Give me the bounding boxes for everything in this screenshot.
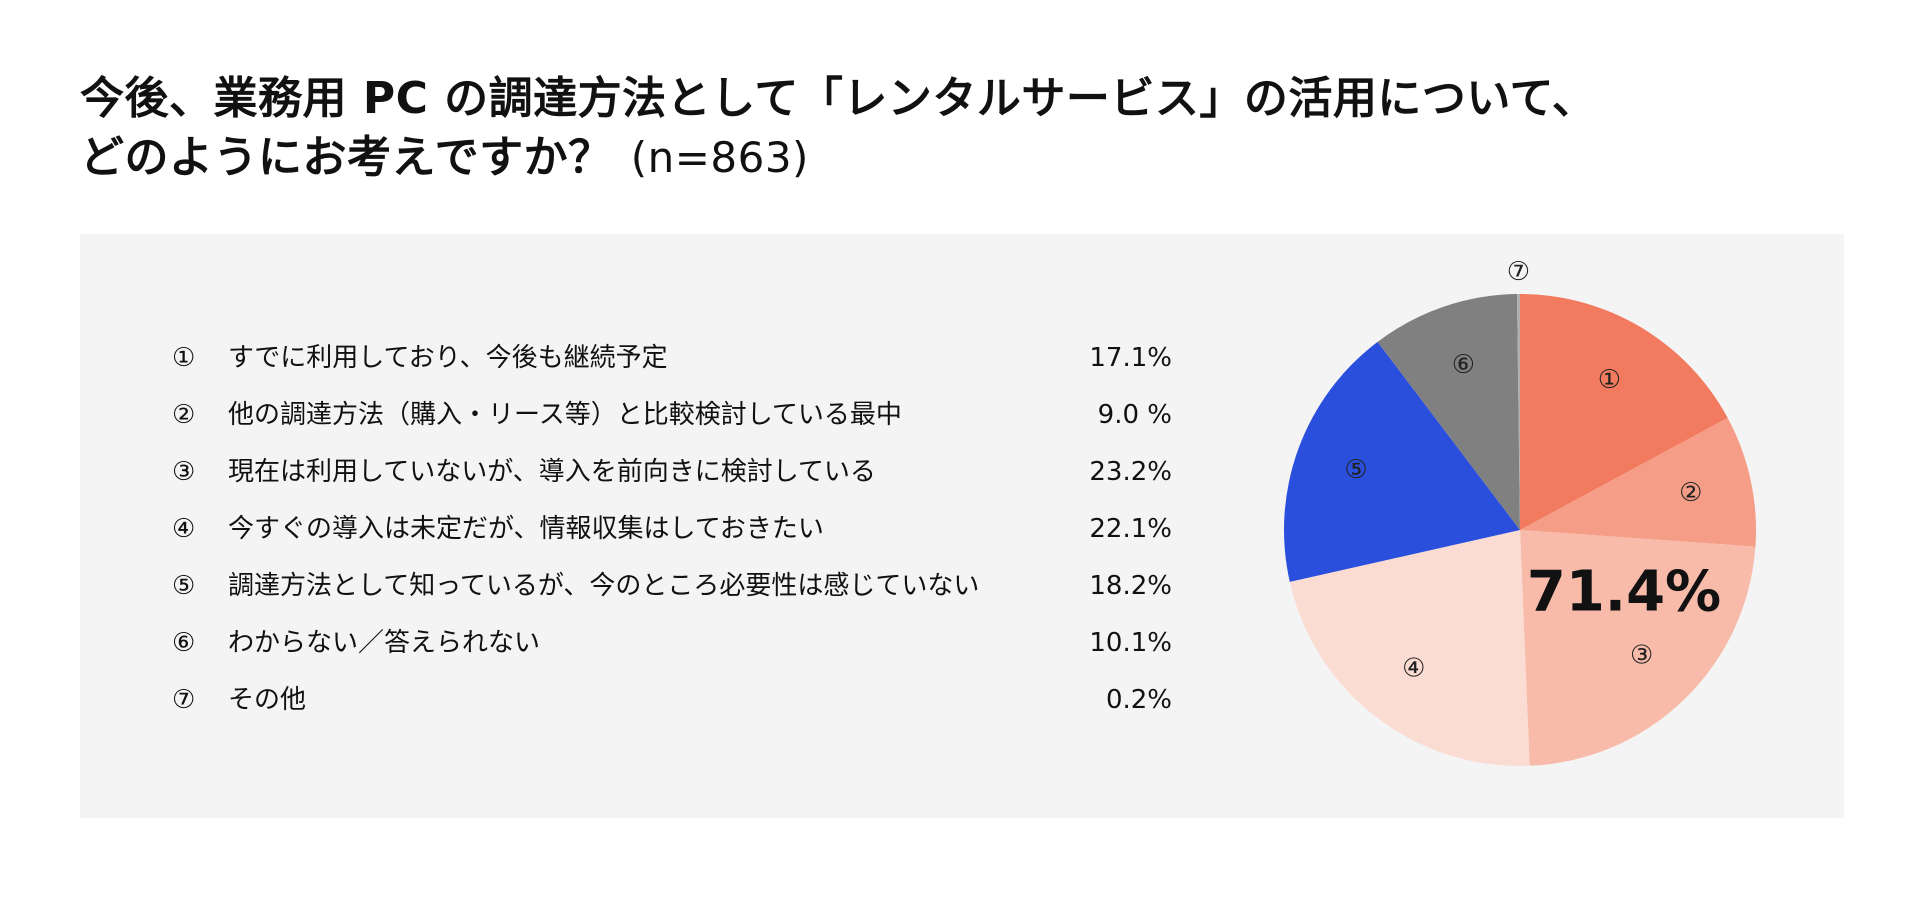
pie-chart: ① ② ③ ④ ⑤ ⑥ ⑦ 71.4%: [1284, 257, 1756, 766]
pie-slice: [1377, 294, 1520, 530]
legend-item: ③ 現在は利用していないが、導入を前向きに検討している 23.2%: [172, 444, 1172, 501]
legend-item: ⑥ わからない／答えられない 10.1%: [172, 615, 1172, 672]
legend-value: 23.2%: [1089, 457, 1172, 487]
legend-number: ①: [172, 343, 196, 373]
legend-label: 現在は利用していないが、導入を前向きに検討している: [228, 457, 876, 487]
legend-number: ④: [172, 514, 196, 544]
slice-number-label: ④: [1402, 654, 1425, 684]
legend-value: 22.1%: [1089, 514, 1172, 544]
legend-item: ① すでに利用しており、今後も継続予定 17.1%: [172, 330, 1172, 387]
pie-slice: [1289, 530, 1530, 766]
title-line-2: どのようにお考えですか？ (n=863): [80, 131, 1780, 184]
legend-number: ⑦: [172, 685, 196, 715]
slice-number-label: ③: [1630, 640, 1653, 670]
legend-item: ② 他の調達方法（購入・リース等）と比較検討している最中 9.0 %: [172, 387, 1172, 444]
legend-number: ②: [172, 400, 196, 430]
legend-value: 10.1%: [1089, 628, 1172, 658]
legend-item: ⑤ 調達方法として知っているが、今のところ必要性は感じていない 18.2%: [172, 558, 1172, 615]
sample-size: (n=863): [630, 132, 809, 182]
chart-title: 今後、業務用 PC の調達方法として「レンタルサービス」の活用について、 どのよ…: [80, 73, 1780, 184]
pie-slice: [1517, 294, 1520, 530]
legend-label: 調達方法として知っているが、今のところ必要性は感じていない: [228, 571, 980, 601]
legend-value: 17.1%: [1089, 343, 1172, 373]
legend-item: ⑦ その他 0.2%: [172, 672, 1172, 729]
pie-slice: [1284, 341, 1520, 582]
legend-label: 今すぐの導入は未定だが、情報収集はしておきたい: [228, 514, 824, 544]
legend-label: 他の調達方法（購入・リース等）と比較検討している最中: [228, 400, 902, 430]
legend-label: わからない／答えられない: [228, 628, 541, 658]
legend-number: ⑥: [172, 628, 196, 658]
highlight-total: 71.4%: [1527, 560, 1721, 625]
legend-value: 9.0 %: [1097, 400, 1172, 430]
title-line-1: 今後、業務用 PC の調達方法として「レンタルサービス」の活用について、: [80, 73, 1597, 124]
slice-number-label: ⑥: [1452, 350, 1475, 380]
legend-value: 18.2%: [1089, 571, 1172, 601]
legend: ① すでに利用しており、今後も継続予定 17.1% ② 他の調達方法（購入・リース等）と…: [172, 330, 1172, 729]
slice-number-label: ①: [1598, 365, 1621, 395]
legend-number: ③: [172, 457, 196, 487]
legend-number: ⑤: [172, 571, 196, 601]
title-question: どのようにお考えですか？: [80, 131, 613, 183]
legend-item: ④ 今すぐの導入は未定だが、情報収集はしておきたい 22.1%: [172, 501, 1172, 558]
pie-slice: [1520, 530, 1756, 766]
legend-label: その他: [228, 685, 307, 715]
slice-number-label: ⑦: [1507, 257, 1530, 287]
pie-slice: [1520, 417, 1756, 547]
legend-value: 0.2%: [1105, 685, 1172, 715]
slice-number-label: ②: [1679, 478, 1702, 508]
slice-number-label: ⑤: [1344, 455, 1367, 485]
pie-slice: [1520, 294, 1728, 530]
legend-label: すでに利用しており、今後も継続予定: [228, 343, 668, 373]
